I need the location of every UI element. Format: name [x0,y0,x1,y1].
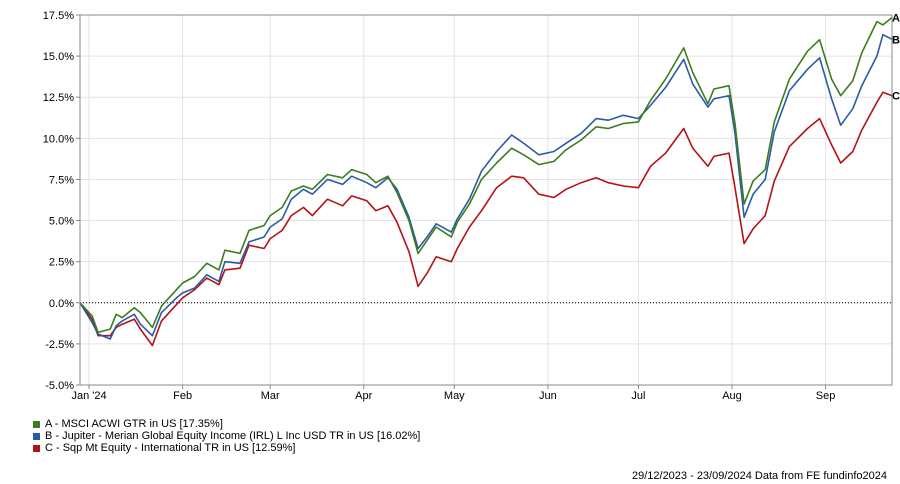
legend-item-a: A - MSCI ACWI GTR in US [17.35%] [33,418,420,430]
y-axis-ticks: 17.5% 15.0% 12.5% 10.0% 7.5% 5.0% 2.5% 0.0% -2.5… [43,10,80,392]
series-line-c [79,91,893,347]
series-end-label-c: C [892,91,900,103]
y-tick-label: 5.0% [49,216,74,228]
y-tick-label: 10.0% [43,133,74,145]
x-tick-label: May [444,390,465,402]
y-tick-label: 0.0% [49,298,74,310]
series-group [79,16,893,347]
x-tick-label: Jun [539,390,557,402]
y-tick-label: 12.5% [43,92,74,104]
source-footer: 29/12/2023 - 23/09/2024 Data from FE fun… [631,470,887,482]
legend-swatch-c [33,444,40,452]
y-tick-label: 7.5% [49,174,74,186]
x-tick-label: Mar [261,390,280,402]
x-tick-label: Apr [355,390,372,402]
legend-swatch-b [33,432,40,440]
y-tick-label: 2.5% [49,257,74,269]
x-tick-label: Jan '24 [71,390,106,402]
legend-label-c: C - Sqp Mt Equity - International TR in … [45,442,296,454]
legend-item-b: B - Jupiter - Merian Global Equity Incom… [33,430,420,442]
legend-swatch-a [33,420,40,428]
series-end-labels: C BA [892,12,900,102]
series-line-b [79,33,893,340]
y-tick-label: -5.0% [45,380,74,392]
legend-label-a: A - MSCI ACWI GTR in US [17.35%] [45,418,223,430]
y-tick-label: -2.5% [45,339,74,351]
x-tick-label: Feb [173,390,192,402]
series-end-label-a: A [892,12,900,24]
grid [80,14,892,386]
x-tick-label: Sep [816,390,836,402]
legend-label-b: B - Jupiter - Merian Global Equity Incom… [45,430,421,442]
legend: A - MSCI ACWI GTR in US [17.35%] B - Jup… [33,418,420,454]
legend-item-c: C - Sqp Mt Equity - International TR in … [33,442,420,454]
x-axis-ticks: Jan '24 Feb Mar Apr May Jun Jul Aug Sep [71,385,835,402]
x-tick-label: Aug [722,390,742,402]
plot-frame [79,14,893,386]
y-tick-label: 15.0% [43,51,74,63]
series-end-label-b: B [892,34,900,46]
y-tick-label: 17.5% [43,10,74,22]
x-tick-label: Jul [631,390,645,402]
series-line-a [79,16,893,334]
